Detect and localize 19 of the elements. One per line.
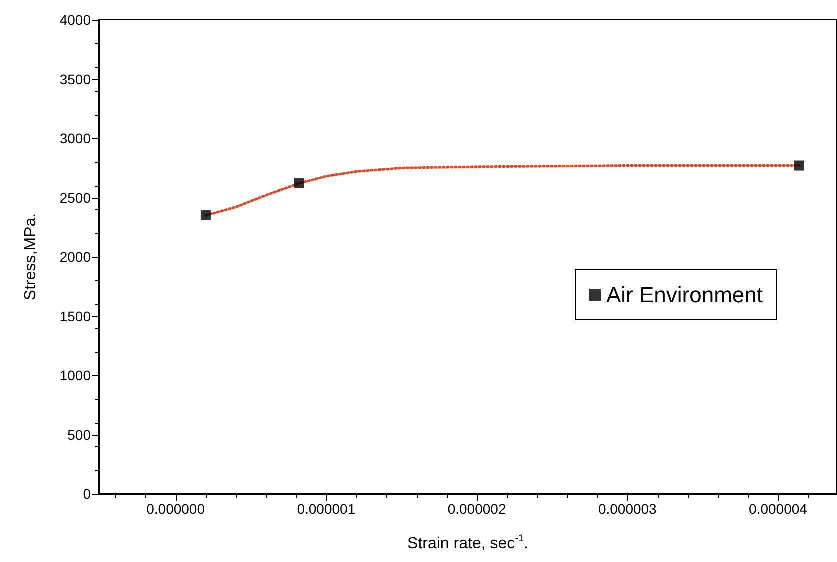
y-tick-label: 4000	[60, 12, 92, 28]
legend-label: Air Environment	[606, 282, 764, 308]
x-tick-label: 0.000000	[146, 501, 206, 517]
y-tick-label: 1500	[60, 308, 92, 324]
x-tick-label: 0.000001	[297, 501, 356, 517]
point	[294, 178, 304, 189]
y-tick-label: 3500	[60, 71, 92, 88]
point	[200, 210, 211, 221]
y-tick-label: 0	[83, 486, 92, 502]
y-tick-label: 2500	[60, 190, 92, 206]
point	[794, 160, 804, 171]
y-tick-label: 500	[68, 426, 92, 443]
y-tick-label: 2000	[60, 249, 92, 265]
x-tick-label: 0.000002	[448, 501, 506, 517]
y-axis-title: Stress,MPa.	[22, 213, 40, 301]
y-tick-label: 1000	[60, 368, 92, 384]
x-tick-label: 0.000004	[749, 501, 808, 517]
y-tick-label: 3000	[60, 130, 92, 146]
x-tick-label: 0.000003	[598, 501, 658, 517]
